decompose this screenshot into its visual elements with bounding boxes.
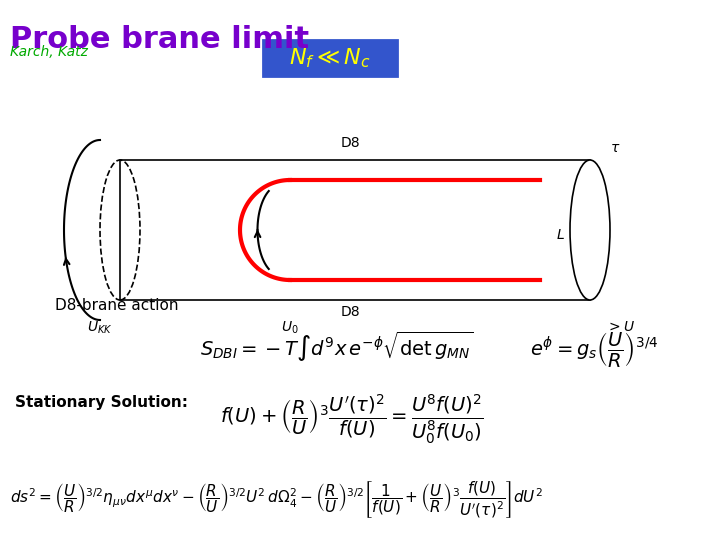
Text: Karch, Katz: Karch, Katz <box>10 45 88 59</box>
Text: D8-brane action: D8-brane action <box>55 298 179 313</box>
Text: D8: D8 <box>340 305 360 319</box>
Text: $>U$: $>U$ <box>606 320 634 334</box>
Text: $U_0$: $U_0$ <box>282 320 299 336</box>
FancyBboxPatch shape <box>263 40 397 76</box>
Text: D8: D8 <box>340 136 360 150</box>
Text: $\tau$: $\tau$ <box>610 141 621 155</box>
Text: $S_{DBI} = -T \int d^9x\, e^{-\phi} \sqrt{\det g_{MN}}$: $S_{DBI} = -T \int d^9x\, e^{-\phi} \sqr… <box>200 330 474 364</box>
Text: $f(U) + \left(\dfrac{R}{U}\right)^{3} \dfrac{U'(\tau)^2}{f(U)} = \dfrac{U^8 f(U): $f(U) + \left(\dfrac{R}{U}\right)^{3} \d… <box>220 392 484 446</box>
Text: $N_f \ll N_c$: $N_f \ll N_c$ <box>289 46 371 70</box>
Text: Stationary Solution:: Stationary Solution: <box>15 395 188 410</box>
Text: $L$: $L$ <box>556 228 564 242</box>
Ellipse shape <box>570 160 610 300</box>
Text: Probe brane limit: Probe brane limit <box>10 25 309 54</box>
Text: $ds^2 = \left(\dfrac{U}{R}\right)^{3/2} \eta_{\mu\nu}dx^{\mu}dx^{\nu} - \left(\d: $ds^2 = \left(\dfrac{U}{R}\right)^{3/2} … <box>10 480 543 521</box>
Text: $e^{\phi} = g_s \left(\dfrac{U}{R}\right)^{3/4}$: $e^{\phi} = g_s \left(\dfrac{U}{R}\right… <box>530 330 658 369</box>
Text: $U_{KK}$: $U_{KK}$ <box>87 320 113 336</box>
